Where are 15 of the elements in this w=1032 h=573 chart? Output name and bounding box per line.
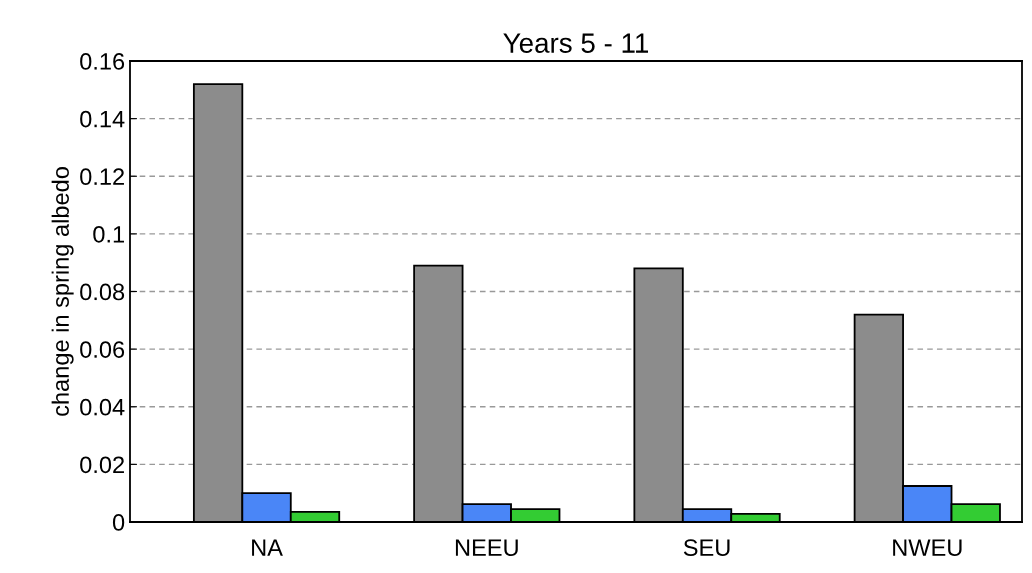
x-tick-label: NA xyxy=(252,539,283,556)
y-tick-label: 0.12 xyxy=(80,168,124,186)
y-tick-label: 0.14 xyxy=(80,110,125,128)
y-tick-label: 0.1 xyxy=(93,225,124,243)
x-tick-label: SEU xyxy=(683,539,730,557)
y-tick-label: 0.06 xyxy=(80,341,125,358)
y-tick-label: 0.16 xyxy=(80,53,125,70)
y-tick-label: 0.02 xyxy=(80,456,124,474)
y-axis-title: change in spring albedo xyxy=(51,167,74,416)
y-tick-label: 0.04 xyxy=(80,398,125,416)
y-tick-label: 0 xyxy=(112,514,125,531)
x-tick-label: NWEU xyxy=(893,539,962,557)
y-tick-label: 0.08 xyxy=(80,283,125,301)
x-tick-label: NEEU xyxy=(455,539,518,557)
chart-title: Years 5 - 11 xyxy=(503,33,649,53)
